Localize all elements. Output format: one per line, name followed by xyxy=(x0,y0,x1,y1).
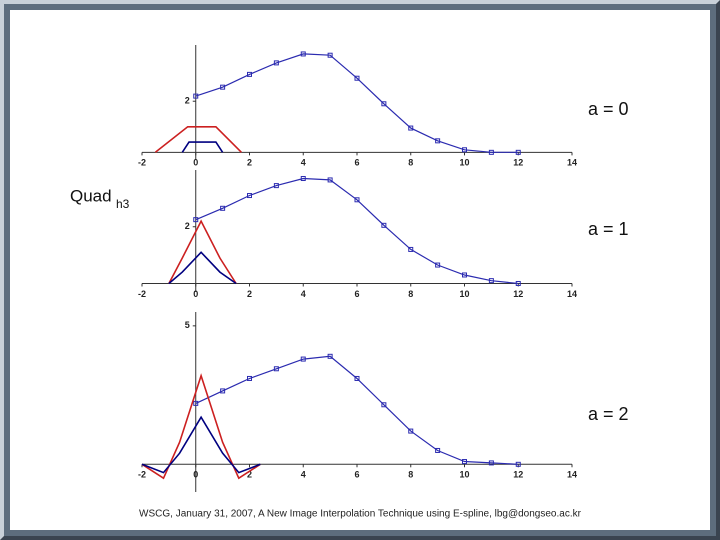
series-line xyxy=(154,126,242,153)
x-tick-label: 12 xyxy=(513,158,523,168)
sample-point xyxy=(408,428,414,434)
kernel-label: Quad xyxy=(70,186,112,205)
x-tick-label: 4 xyxy=(301,470,306,480)
sample-point xyxy=(408,125,414,131)
sample-point xyxy=(273,183,279,189)
series-line xyxy=(141,415,261,474)
sample-point xyxy=(354,197,360,203)
sample-point xyxy=(193,400,199,406)
x-tick-label: 14 xyxy=(567,470,577,480)
x-tick-label: 12 xyxy=(513,289,523,299)
sample-point xyxy=(220,205,226,211)
sample-point xyxy=(488,460,494,466)
x-tick-label: 0 xyxy=(193,289,198,299)
x-tick-label: 4 xyxy=(301,158,306,168)
sample-point xyxy=(193,217,199,223)
sample-point xyxy=(435,262,441,268)
sample-point xyxy=(300,356,306,362)
sample-point xyxy=(193,93,199,99)
sample-point xyxy=(435,138,441,144)
sample-point xyxy=(381,402,387,408)
sample-point xyxy=(327,52,333,58)
sample-point xyxy=(327,353,333,359)
x-tick-label: 8 xyxy=(408,289,413,299)
slide-body xyxy=(10,10,710,530)
x-tick-label: 10 xyxy=(459,289,469,299)
sample-point xyxy=(273,366,279,372)
x-tick-label: 0 xyxy=(193,158,198,168)
sample-point xyxy=(300,176,306,182)
sample-point xyxy=(220,84,226,90)
y-tick-label: 2 xyxy=(185,221,190,231)
sample-point xyxy=(381,222,387,228)
kernel-subscript: h3 xyxy=(116,197,130,211)
sample-point xyxy=(488,278,494,284)
sample-point xyxy=(273,60,279,66)
y-tick-label: 5 xyxy=(185,320,190,330)
x-tick-label: 6 xyxy=(354,289,359,299)
x-tick-label: -2 xyxy=(138,158,146,168)
footer: WSCG, January 31, 2007, A New Image Inte… xyxy=(139,509,582,520)
x-tick-label: 6 xyxy=(354,470,359,480)
x-tick-label: 2 xyxy=(247,289,252,299)
series-line xyxy=(168,251,237,285)
series-line xyxy=(195,53,519,153)
sample-point xyxy=(354,375,360,381)
sample-point xyxy=(354,75,360,81)
x-tick-label: 8 xyxy=(408,158,413,168)
x-tick-label: 14 xyxy=(567,289,577,299)
sample-point xyxy=(247,375,252,381)
series-line xyxy=(195,177,519,285)
x-tick-label: 10 xyxy=(459,470,469,480)
x-tick-label: 0 xyxy=(193,470,198,480)
sample-point xyxy=(515,461,521,467)
annotation: a = 2 xyxy=(588,404,629,424)
x-tick-label: 10 xyxy=(459,158,469,168)
x-tick-label: 8 xyxy=(408,470,413,480)
y-tick-label: 2 xyxy=(185,96,190,106)
series-line xyxy=(181,141,224,153)
x-tick-label: 12 xyxy=(513,470,523,480)
sample-point xyxy=(462,147,467,153)
x-tick-label: 6 xyxy=(354,158,359,168)
annotation: a = 1 xyxy=(588,219,629,239)
sample-point xyxy=(435,447,441,453)
x-tick-label: 14 xyxy=(567,158,577,168)
sample-point xyxy=(515,280,521,286)
x-tick-label: 2 xyxy=(247,470,252,480)
x-tick-label: -2 xyxy=(138,289,146,299)
sample-point xyxy=(381,101,387,107)
sample-point xyxy=(247,193,252,199)
sample-point xyxy=(462,272,467,278)
sample-point xyxy=(515,149,521,155)
sample-point xyxy=(247,71,252,77)
sample-point xyxy=(408,246,414,252)
series-line xyxy=(141,373,261,480)
x-tick-label: -2 xyxy=(138,470,146,480)
series-line xyxy=(168,219,237,284)
x-tick-label: 4 xyxy=(301,289,306,299)
series-line xyxy=(195,355,519,465)
annotation: a = 0 xyxy=(588,99,629,119)
sample-point xyxy=(327,177,333,183)
sample-point xyxy=(220,388,226,394)
sample-point xyxy=(300,51,306,57)
x-tick-label: 2 xyxy=(247,158,252,168)
sample-point xyxy=(488,149,494,155)
sample-point xyxy=(462,459,467,465)
